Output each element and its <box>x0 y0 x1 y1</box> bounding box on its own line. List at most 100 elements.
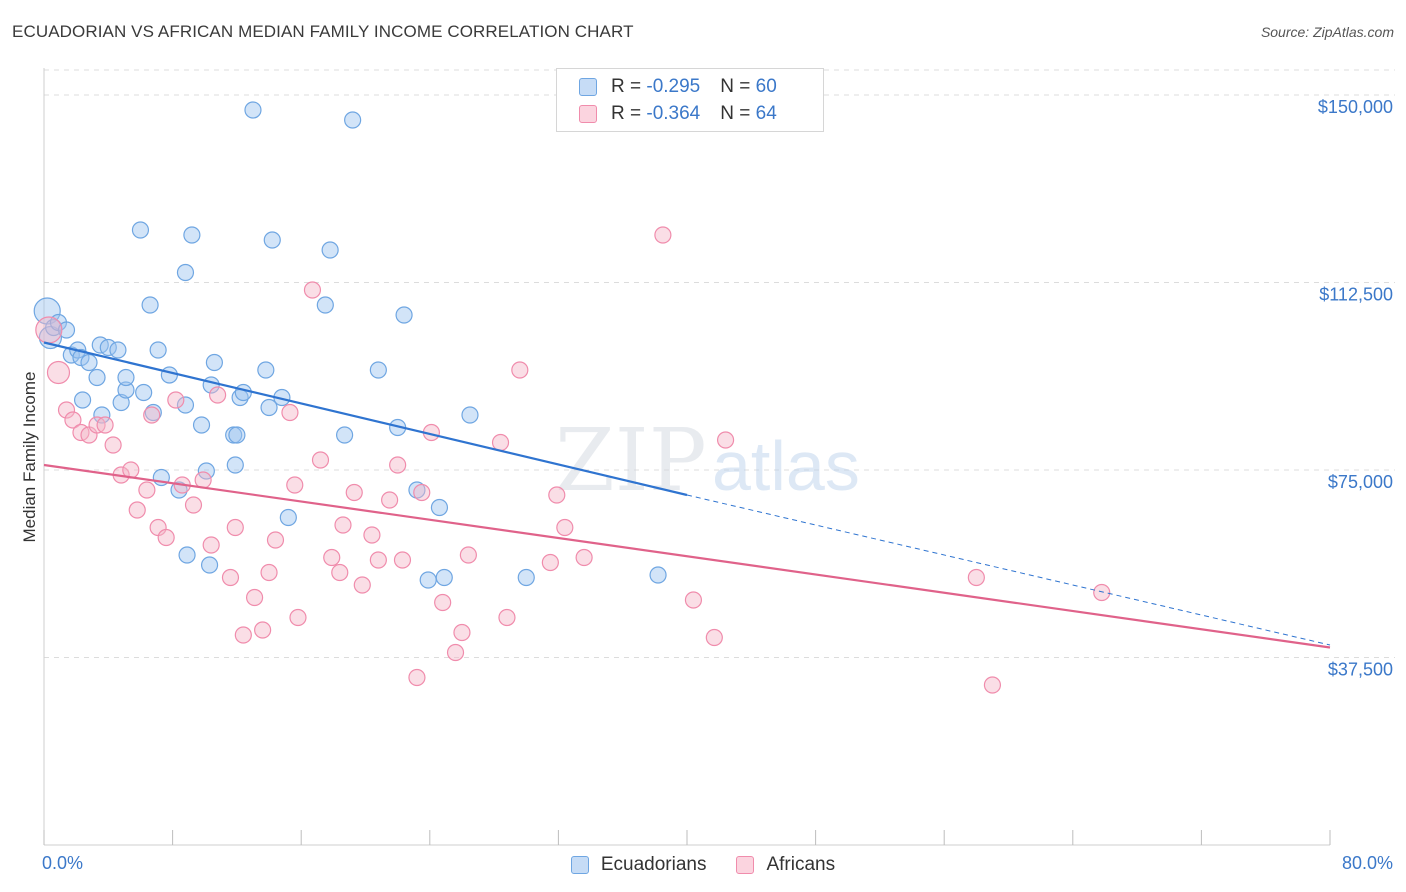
ecuadorian-point <box>435 568 453 587</box>
y-tick-label: $112,500 <box>1319 285 1393 305</box>
african-point <box>157 528 175 547</box>
ecuadorian-point <box>279 508 297 527</box>
legend-n-value: 60 <box>755 76 777 97</box>
legend-r-label: R = <box>611 76 647 97</box>
correlation-legend: R = -0.295 N = 60 R = -0.364 N = 64 <box>556 68 824 132</box>
african-point <box>226 518 244 537</box>
ecuadorian-point <box>99 338 117 357</box>
african-point <box>1093 583 1111 602</box>
ecuadorian-point <box>117 368 135 387</box>
ecuadorian-point <box>88 368 106 387</box>
ecuadorian-point <box>517 568 535 587</box>
african-point <box>57 401 76 419</box>
africans-trend-line <box>43 463 1331 649</box>
watermark-zip: ZIP <box>555 411 707 511</box>
african-point <box>194 471 212 489</box>
ecuadorian-point <box>80 353 98 372</box>
ecuadorian-point <box>260 398 278 417</box>
ecuadorian-point <box>176 263 195 282</box>
series-legend: Ecuadorians Africans <box>0 852 1406 878</box>
watermark-atlas: atlas <box>712 427 860 505</box>
ecuadorian-point <box>109 341 127 359</box>
legend-swatch-ecuadorians <box>579 78 597 96</box>
x-tick-label-max: 80.0% <box>1342 853 1393 873</box>
gridlines <box>44 69 1395 658</box>
source-credit: Source: ZipAtlas.com <box>1260 24 1394 40</box>
ecuadorian-point <box>228 426 246 444</box>
legend-row-africans: R = -0.364 N = 64 <box>579 101 777 127</box>
x-tick-label-min: 0.0% <box>42 853 83 873</box>
african-point <box>556 518 574 537</box>
y-axis-label: Median Family Income <box>20 371 39 542</box>
ecuadorian-point <box>244 101 262 119</box>
series-legend-ecuadorians[interactable]: Ecuadorians <box>570 854 706 876</box>
african-point <box>446 643 465 662</box>
ecuadorian-point <box>197 462 215 480</box>
african-point <box>184 496 203 514</box>
ecuadorian-point <box>200 556 219 574</box>
african-point <box>498 608 516 627</box>
legend-r-value: -0.295 <box>646 76 701 97</box>
african-point <box>311 451 330 469</box>
african-point <box>209 386 227 404</box>
ecuadorian-point <box>149 341 167 359</box>
ecuadorian-point <box>234 383 252 402</box>
african-point <box>143 406 161 424</box>
legend-r-value: -0.364 <box>646 103 701 124</box>
african-point <box>289 608 307 627</box>
african-point <box>138 481 156 499</box>
african-point <box>363 526 381 544</box>
african-point <box>381 491 399 509</box>
ecuadorian-point <box>226 456 244 474</box>
ecuadorian-point <box>649 566 667 584</box>
legend-n-label: N = <box>720 76 756 97</box>
african-point <box>548 486 566 504</box>
african-point <box>575 548 593 567</box>
ecuadorian-point <box>73 391 92 409</box>
african-point <box>453 623 471 642</box>
african-point <box>128 501 146 519</box>
ecuadorian-point <box>395 306 413 324</box>
african-point <box>334 516 352 534</box>
african-point <box>96 416 114 434</box>
ecuadorian-point <box>430 498 449 517</box>
ecuadorian-point <box>178 546 196 564</box>
y-tick-label: $150,000 <box>1318 97 1393 117</box>
africans-points <box>35 226 1111 694</box>
series-swatch-africans <box>736 856 755 874</box>
african-point <box>331 563 349 582</box>
african-point <box>408 668 426 687</box>
ecuadorian-point <box>170 481 188 499</box>
african-point <box>967 568 985 587</box>
ecuadorian-point <box>93 406 111 424</box>
african-point <box>393 551 412 569</box>
african-point <box>491 433 510 452</box>
african-point <box>684 591 703 609</box>
african-point <box>413 483 431 502</box>
african-point <box>303 281 322 299</box>
axes <box>43 68 1331 846</box>
african-point <box>716 431 735 449</box>
african-point <box>369 551 387 569</box>
series-legend-africans[interactable]: Africans <box>736 854 835 876</box>
ecuadorian-point <box>316 296 334 314</box>
ecuadorian-point <box>176 396 195 414</box>
watermark: ZIP atlas <box>555 411 860 511</box>
ecuadorian-point <box>408 481 426 499</box>
african-point <box>35 316 63 344</box>
african-point <box>459 546 477 564</box>
african-point <box>654 226 672 244</box>
african-point <box>234 626 252 644</box>
african-point <box>202 536 220 554</box>
legend-swatch-africans <box>579 105 597 123</box>
african-point <box>266 531 285 549</box>
african-point <box>434 593 452 612</box>
african-point <box>345 483 363 502</box>
african-point <box>353 576 371 594</box>
african-point <box>389 456 407 474</box>
ecuadorian-point <box>141 296 159 314</box>
african-point <box>104 436 122 454</box>
african-point <box>511 361 529 379</box>
chart-title: ECUADORIAN VS AFRICAN MEDIAN FAMILY INCO… <box>12 22 634 41</box>
ecuadorian-point <box>336 426 354 444</box>
